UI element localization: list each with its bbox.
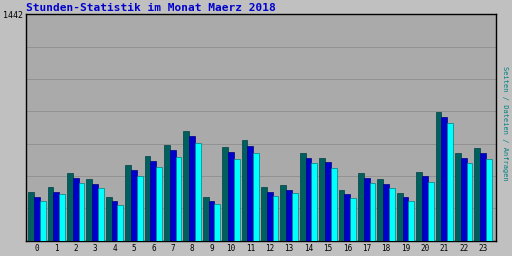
Text: Seiten / Dateien / Anfragen: Seiten / Dateien / Anfragen: [502, 66, 508, 180]
Bar: [377, 179, 383, 241]
Bar: [156, 167, 162, 241]
Bar: [267, 192, 272, 241]
Bar: [422, 176, 428, 241]
Bar: [358, 173, 364, 241]
Bar: [137, 176, 143, 241]
Bar: [306, 157, 311, 241]
Bar: [350, 198, 356, 241]
Bar: [441, 118, 447, 241]
Bar: [383, 184, 389, 241]
Bar: [203, 197, 208, 241]
Bar: [286, 190, 292, 241]
Bar: [215, 204, 220, 241]
Bar: [40, 201, 46, 241]
Bar: [466, 163, 473, 241]
Bar: [455, 153, 461, 241]
Bar: [416, 172, 422, 241]
Bar: [125, 165, 131, 241]
Bar: [447, 123, 453, 241]
Bar: [325, 162, 331, 241]
Bar: [397, 193, 402, 241]
Bar: [389, 188, 395, 241]
Bar: [98, 188, 104, 241]
Bar: [272, 196, 279, 241]
Bar: [195, 143, 201, 241]
Bar: [59, 194, 65, 241]
Bar: [92, 184, 98, 241]
Bar: [247, 146, 253, 241]
Bar: [53, 192, 59, 241]
Bar: [409, 201, 414, 241]
Bar: [222, 146, 228, 241]
Bar: [300, 153, 306, 241]
Bar: [67, 173, 73, 241]
Bar: [131, 170, 137, 241]
Bar: [151, 161, 156, 241]
Text: Stunden-Statistik im Monat Maerz 2018: Stunden-Statistik im Monat Maerz 2018: [26, 4, 276, 14]
Bar: [87, 179, 92, 241]
Bar: [338, 190, 345, 241]
Bar: [281, 185, 286, 241]
Bar: [436, 112, 441, 241]
Bar: [48, 187, 53, 241]
Bar: [112, 201, 117, 241]
Bar: [144, 156, 151, 241]
Bar: [319, 157, 325, 241]
Bar: [428, 182, 434, 241]
Bar: [170, 151, 176, 241]
Bar: [176, 157, 181, 241]
Bar: [370, 183, 375, 241]
Bar: [331, 168, 337, 241]
Bar: [261, 187, 267, 241]
Bar: [208, 201, 215, 241]
Bar: [480, 153, 486, 241]
Bar: [79, 183, 84, 241]
Bar: [461, 157, 466, 241]
Bar: [183, 131, 189, 241]
Bar: [292, 193, 298, 241]
Bar: [164, 145, 170, 241]
Bar: [234, 159, 240, 241]
Bar: [402, 197, 409, 241]
Bar: [189, 136, 195, 241]
Bar: [486, 159, 492, 241]
Bar: [73, 178, 79, 241]
Bar: [253, 153, 259, 241]
Bar: [242, 140, 247, 241]
Bar: [28, 192, 34, 241]
Bar: [228, 152, 234, 241]
Bar: [117, 205, 123, 241]
Bar: [475, 148, 480, 241]
Bar: [106, 197, 112, 241]
Bar: [311, 163, 317, 241]
Bar: [34, 197, 40, 241]
Bar: [364, 178, 370, 241]
Bar: [345, 194, 350, 241]
